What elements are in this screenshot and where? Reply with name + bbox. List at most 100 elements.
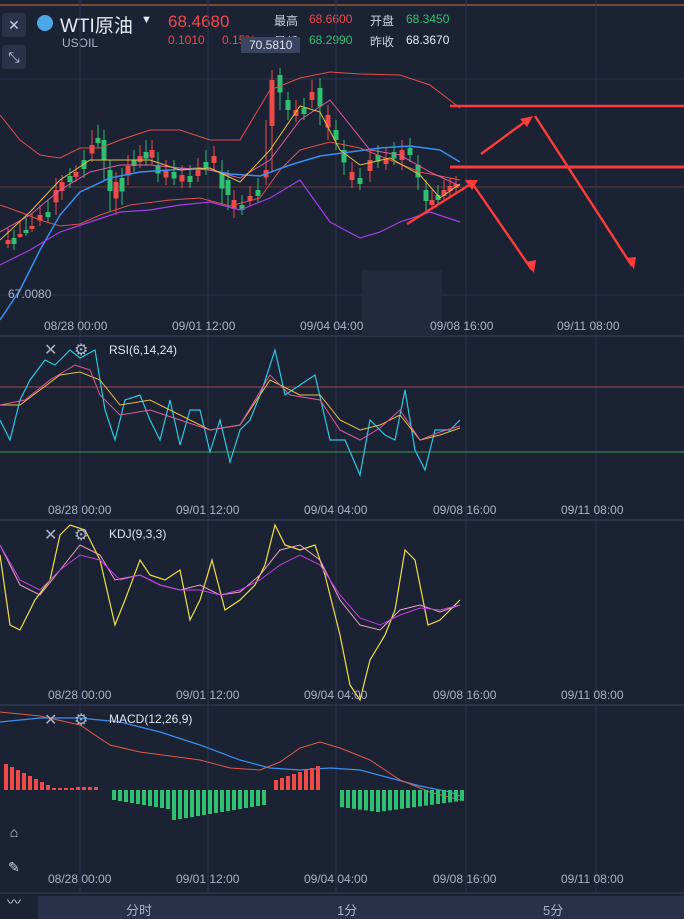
candlestick: [107, 170, 113, 191]
kdj-settings-button[interactable]: ⚙: [74, 525, 88, 545]
x-label: 09/01 12:00: [176, 688, 240, 702]
candlestick: [447, 186, 453, 191]
candlestick: [407, 148, 413, 155]
macd-bar: [358, 790, 362, 810]
macd-bar: [58, 788, 62, 790]
instrument-name[interactable]: WTI原油: [60, 16, 133, 37]
draw-pen-button[interactable]: ✎: [2, 855, 26, 879]
x-label: 09/04 04:00: [300, 319, 364, 333]
candlestick: [423, 190, 429, 201]
tab-5min[interactable]: 5分: [543, 903, 564, 918]
x-label: 09/01 12:00: [176, 503, 240, 517]
x-label: 09/08 16:00: [433, 688, 497, 702]
candlestick: [277, 75, 283, 93]
macd-bar: [184, 790, 188, 818]
macd-bar: [148, 790, 152, 806]
candlestick: [341, 150, 347, 163]
candlestick: [59, 182, 65, 191]
indicator-icon: ⌂: [9, 824, 19, 840]
candlestick: [357, 178, 363, 184]
macd-bar: [172, 790, 176, 820]
macd-bar: [208, 790, 212, 814]
close-chart-button[interactable]: ✕: [2, 13, 26, 37]
candlestick: [435, 195, 441, 200]
rsi-settings-button[interactable]: ⚙: [74, 340, 88, 360]
candlestick: [89, 145, 95, 154]
macd-bar: [442, 790, 446, 804]
macd-bar: [154, 790, 158, 807]
macd-bar: [340, 790, 344, 808]
trend-button[interactable]: 〰: [2, 890, 26, 914]
candlestick: [239, 205, 245, 210]
candlestick: [293, 110, 299, 116]
low-value: 68.2990: [309, 33, 353, 47]
settings-gear-icon: ⚙: [74, 342, 89, 359]
macd-bar: [406, 790, 410, 808]
candlestick: [95, 138, 101, 143]
draw-pen-icon: ✎: [8, 858, 20, 875]
x-label: 08/28 00:00: [48, 872, 112, 886]
macd-bar: [76, 787, 80, 790]
macd-bar: [424, 790, 428, 806]
macd-bar: [214, 790, 218, 813]
prev-close-label: 昨收: [370, 35, 395, 49]
x-label: 09/08 16:00: [433, 872, 497, 886]
x-label: 09/04 04:00: [304, 503, 368, 517]
close-icon: ✕: [44, 712, 58, 729]
macd-bar: [46, 785, 50, 790]
macd-bar: [430, 790, 434, 805]
macd-bar: [412, 790, 416, 808]
candlestick: [101, 140, 107, 160]
candlestick: [149, 150, 155, 158]
macd-bar: [250, 790, 254, 807]
macd-bar: [388, 790, 392, 811]
macd-bar: [52, 788, 56, 790]
x-label: 09/08 16:00: [430, 319, 494, 333]
candlestick: [125, 166, 131, 176]
kdj-close-button[interactable]: ✕: [44, 525, 57, 545]
macd-bar: [130, 790, 134, 803]
macd-bar: [298, 772, 302, 790]
chevron-down-icon[interactable]: ▼: [141, 14, 152, 26]
candlestick: [383, 158, 389, 164]
high-label: 最高: [274, 14, 299, 28]
x-label: 09/08 16:00: [433, 503, 497, 517]
collapse-icon: ⤡: [8, 48, 20, 65]
candlestick: [67, 176, 73, 182]
tab-timeshare[interactable]: 分时: [126, 903, 153, 918]
macd-bar: [436, 790, 440, 804]
indicator-button[interactable]: ⌂: [2, 820, 26, 844]
close-icon: ✕: [44, 527, 58, 544]
close-icon: ✕: [8, 16, 20, 33]
macd-close-button[interactable]: ✕: [44, 710, 57, 730]
macd-bar: [178, 790, 182, 819]
macd-bar: [124, 790, 128, 802]
candlestick: [429, 200, 435, 205]
price-change: 0.1010: [168, 33, 205, 47]
collapse-button[interactable]: ⤡: [2, 45, 26, 69]
macd-bar: [280, 778, 284, 790]
quote-header: WTI原油 ▼ USOIL 68.4680 0.1010 0.15% 最高 68…: [0, 0, 684, 55]
x-label: 09/01 12:00: [176, 872, 240, 886]
high-price-marker: 70.5810: [241, 37, 301, 53]
macd-settings-button[interactable]: ⚙: [74, 710, 88, 730]
macd-bar: [220, 790, 224, 812]
candlestick: [317, 88, 323, 107]
macd-bar: [304, 770, 308, 790]
x-label: 09/11 08:00: [557, 319, 620, 333]
macd-bar: [166, 790, 170, 809]
macd-bar: [88, 787, 92, 790]
rsi-close-button[interactable]: ✕: [44, 340, 57, 360]
x-label: 09/11 08:00: [561, 503, 624, 517]
macd-bar: [238, 790, 242, 809]
tab-1min[interactable]: 1分: [337, 903, 358, 918]
candlestick: [195, 170, 201, 176]
kdj-title: KDJ(9,3,3): [109, 527, 167, 541]
macd-bar: [136, 790, 140, 804]
candlestick: [211, 156, 217, 163]
x-label: 09/11 08:00: [561, 688, 624, 702]
macd-title: MACD(12,26,9): [109, 712, 193, 726]
macd-bar: [370, 790, 374, 812]
macd-bar: [286, 776, 290, 790]
